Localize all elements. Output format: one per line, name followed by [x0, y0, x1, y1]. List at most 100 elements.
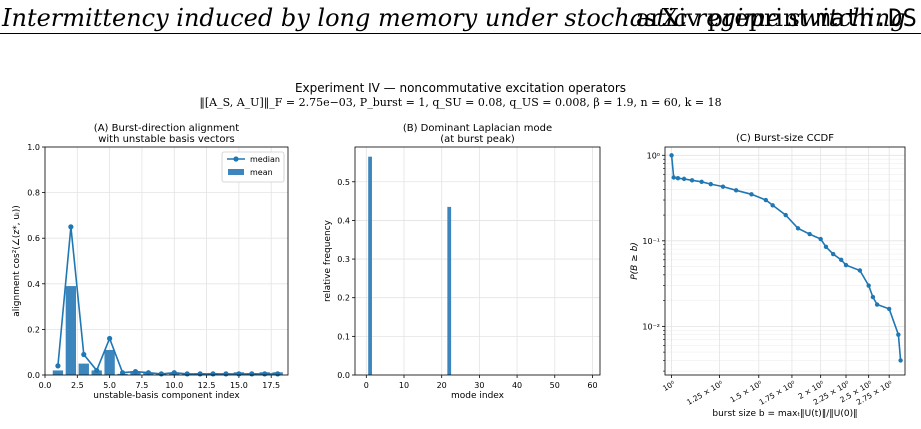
panel-c-ccdf-point: [898, 358, 903, 363]
panel-a-xtick-label: 17.5: [262, 381, 280, 390]
panel-c-ccdf-point: [896, 332, 901, 337]
panel-c-ccdf-point: [843, 262, 849, 268]
panel-b-ytick-label: 0.5: [337, 178, 350, 187]
panel-a-median-point: [210, 371, 216, 377]
panel-a-bar: [52, 370, 64, 375]
panel-c-ccdf-point: [681, 176, 687, 182]
panel-a-median-point: [223, 371, 229, 377]
panel-a-median-point: [132, 368, 139, 375]
panel-c-title: (C) Burst-size CCDF: [736, 133, 834, 144]
panel-c-ccdf-point: [675, 175, 681, 181]
panel-c-ccdf-point: [857, 268, 863, 273]
panel-c-ccdf-point: [689, 178, 695, 183]
panel-a-xtick-label: 7.5: [136, 381, 149, 390]
panel-c-ccdf-point: [671, 175, 676, 180]
panel-a-bar: [65, 286, 77, 375]
panel-a-title: with unstable basis vectors: [98, 134, 235, 145]
panel-c-ccdf-point: [807, 231, 812, 237]
panel-c-ccdf-point: [733, 188, 739, 193]
panel-a-ytick-label: 0.8: [27, 189, 40, 198]
panel-b-ytick-label: 0.4: [337, 216, 350, 225]
panel-a-title: (A) Burst-direction alignment: [94, 123, 239, 134]
panel-a-legend-label: median: [250, 155, 280, 164]
panel-c-ccdf-point: [874, 302, 880, 307]
panel-b-ylabel: relative frequency: [323, 219, 333, 302]
panel-a-median-point: [184, 371, 190, 377]
panel-a-median-point: [119, 370, 126, 376]
panel-a-median-point: [68, 224, 74, 230]
panel-c-ccdf-point: [870, 294, 876, 300]
panel-b-xlabel: mode index: [451, 391, 505, 401]
panel-b-title: (at burst peak): [440, 134, 515, 145]
panel-a-xlabel: unstable-basis component index: [93, 391, 240, 401]
header-rule: [0, 33, 921, 34]
panel-c-ccdf-point: [770, 203, 775, 208]
panel-a-median-point: [158, 371, 164, 377]
panel-c-ccdf-point: [866, 283, 871, 288]
panel-b-title: (B) Dominant Laplacian mode: [403, 123, 552, 134]
panel-c-ccdf-point: [749, 192, 754, 197]
panel-a-legend-marker: [233, 156, 239, 162]
panel-c-ytick-label: 10⁻²: [642, 322, 660, 331]
panel-c-xtick-label: 1.25 × 10⁰: [685, 379, 724, 407]
running-title: Intermittency induced by long memory und…: [2, 4, 906, 32]
panel-a-xtick-label: 5.0: [103, 381, 116, 390]
panel-a-median-point: [275, 371, 281, 377]
panel-c-ylabel: P(B ≥ b): [630, 242, 640, 280]
panel-a-legend-label: mean: [250, 168, 273, 177]
panel-a-ytick-label: 0.0: [27, 371, 40, 380]
panel-a-median-point: [55, 363, 61, 369]
panel-c-xtick-label: 1.75 × 10⁰: [758, 379, 797, 407]
page-header: Intermittency induced by long memory und…: [0, 0, 921, 34]
panel-c-ccdf-point: [830, 251, 836, 257]
panel-b-xtick-label: 60: [587, 381, 597, 390]
panel-b-xtick-label: 20: [437, 381, 447, 390]
panel-b-bar: [447, 206, 452, 375]
panel-c-ccdf-point: [823, 244, 829, 250]
panel-c-ccdf-line: [670, 155, 902, 361]
panel-c-xtick-label: 10⁰: [661, 379, 676, 393]
panel-a-median-point: [145, 370, 152, 376]
panel-b-ytick-label: 0.2: [337, 294, 350, 303]
panel-c-ccdf-point: [838, 257, 844, 263]
panel-b-xtick-label: 0: [364, 381, 369, 390]
panel-a-xtick-label: 2.5: [71, 381, 84, 390]
panel-a-median-point: [262, 371, 268, 377]
panel-c-frame: [664, 146, 906, 376]
panel-c-ccdf-point: [699, 179, 704, 184]
panel-b-bar: [368, 156, 372, 375]
panel-a-xtick-label: 0.0: [39, 381, 52, 390]
panel-a-median-point: [236, 371, 242, 377]
panel-a-xtick-label: 15.0: [230, 381, 248, 390]
panel-c-ccdf-point: [763, 197, 769, 203]
panel-a-legend-swatch: [228, 169, 244, 175]
panel-a-median-point: [197, 371, 203, 377]
panel-c-ccdf-point: [795, 226, 801, 231]
panel-a-xtick-label: 12.5: [198, 381, 216, 390]
panel-c-ytick-label: 10⁰: [647, 151, 660, 160]
panel-a-bar: [104, 349, 115, 375]
preprint-category: math.DS: [815, 4, 917, 32]
panel-b-xtick-label: 10: [399, 381, 409, 390]
panel-a-bar: [78, 363, 89, 375]
panel-c-ccdf-point: [720, 184, 726, 189]
panel-a-ytick-label: 0.2: [27, 325, 40, 334]
panel-b-ytick-label: 0.0: [337, 371, 350, 380]
panel-a-xtick-label: 10.0: [165, 381, 183, 390]
panel-a-ylabel: alignment cos²(∠(z*, uᵢ)): [12, 205, 22, 316]
preprint-label-group: arXiv preprint math.DS: [636, 4, 917, 32]
panel-b-ytick-label: 0.3: [337, 255, 350, 264]
figure-title: Experiment IV — noncommutative excitatio…: [294, 81, 627, 95]
panel-a-median-line: [57, 226, 278, 375]
panel-c-xlabel: burst size b = maxₜ‖U(t)‖/‖U(0)‖: [712, 409, 857, 419]
figure-subtitle: ‖[A_S, A_U]‖_F = 2.75e−03, P_burst = 1, …: [199, 96, 722, 109]
panel-b-xtick-label: 50: [550, 381, 560, 390]
panel-c-ccdf-point: [818, 236, 823, 242]
panel-c-ccdf-point: [886, 306, 892, 312]
panel-c-ccdf-point: [669, 153, 674, 158]
panel-c-ccdf-point: [708, 181, 713, 187]
panel-b-xtick-label: 40: [512, 381, 522, 390]
panel-a-median-point: [107, 335, 113, 342]
panel-a-ytick-label: 0.6: [27, 234, 40, 243]
